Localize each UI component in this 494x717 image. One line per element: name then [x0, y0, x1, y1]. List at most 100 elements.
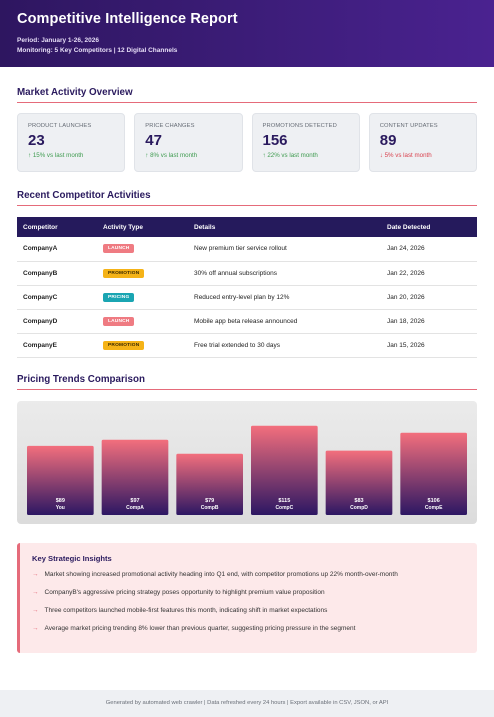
- arrow-right-icon: →: [32, 625, 39, 632]
- insight-item: → Market showing increased promotional ac…: [32, 571, 465, 589]
- table-row: CompanyC PRICING Reduced entry-level plan …: [17, 285, 477, 310]
- table-row: CompanyB PROMOTION 30% off annual subscrip…: [17, 261, 477, 286]
- kpi-card-price-changes: Price Changes 47 ↑ 8% vs last month: [134, 113, 243, 172]
- competitor-cell: CompanyD: [17, 309, 97, 334]
- kpi-change: ↓ 5% vs last month: [379, 152, 432, 159]
- activity-type-badge: LAUNCH: [103, 244, 135, 254]
- bar-value-label: $89: [56, 498, 65, 504]
- kpi-change: ↑ 22% vs last month: [262, 152, 318, 159]
- details-cell: Reduced entry-level plan by 12%: [188, 285, 381, 310]
- kpi-value: 89: [379, 132, 397, 149]
- insight-text: CompanyB's aggressive pricing strategy p…: [44, 589, 325, 596]
- activity-type-badge: PROMOTION: [103, 340, 145, 350]
- report-title: Competitive Intelligence Report: [17, 11, 238, 27]
- kpi-label: Promotions Detected: [262, 123, 337, 129]
- report-header: Competitive Intelligence Report Period: …: [0, 0, 494, 67]
- report-meta: Period: January 1-26, 2026 Monitoring: 5…: [17, 36, 477, 55]
- kpi-row: Product Launches 23 ↑ 15% vs last month …: [17, 113, 477, 172]
- activity-type-cell: LAUNCH: [97, 237, 188, 262]
- kpi-value: 23: [28, 132, 45, 149]
- insights-list: → Market showing increased promotional ac…: [32, 571, 465, 643]
- market-activity-title: Market Activity Overview: [17, 87, 133, 98]
- arrow-right-icon: →: [32, 589, 39, 596]
- kpi-card-product-launches: Product Launches 23 ↑ 15% vs last month: [17, 113, 126, 172]
- competitor-cell: CompanyA: [17, 237, 97, 262]
- pricing-trends-title: Pricing Trends Comparison: [17, 374, 145, 385]
- bar-value-label: $115: [278, 498, 290, 504]
- kpi-value: 156: [262, 132, 288, 149]
- date-cell: Jan 18, 2026: [381, 309, 477, 334]
- arrow-right-icon: →: [32, 571, 39, 578]
- kpi-label: Product Launches: [28, 123, 92, 129]
- competitor-cell: CompanyC: [17, 285, 97, 310]
- report-period: Period: January 1-26, 2026: [17, 37, 100, 44]
- date-cell: Jan 15, 2026: [381, 333, 477, 358]
- details-cell: Free trial extended to 30 days: [188, 333, 381, 358]
- kpi-value: 47: [145, 132, 162, 149]
- report-monitoring: Monitoring: 5 Key Competitors | 12 Digit…: [17, 46, 178, 54]
- recent-activities-title: Recent Competitor Activities: [17, 190, 151, 201]
- insight-item: → Three competitors launched mobile-first…: [32, 607, 465, 625]
- section-divider: [17, 205, 477, 206]
- column-header: Competitor: [17, 217, 97, 237]
- kpi-label: Price Changes: [145, 123, 195, 129]
- table-row: CompanyE PROMOTION Free trial extended to …: [17, 333, 477, 358]
- details-cell: 30% off annual subscriptions: [188, 261, 381, 286]
- activity-type-badge: PRICING: [103, 292, 135, 302]
- insight-text: Market showing increased promotional act…: [44, 571, 398, 578]
- activity-type-cell: PROMOTION: [97, 261, 188, 286]
- date-cell: Jan 24, 2026: [381, 237, 477, 262]
- insight-text: Average market pricing trending 8% lower…: [44, 625, 356, 632]
- bar-category-label: You: [56, 505, 65, 511]
- activity-type-cell: LAUNCH: [97, 309, 188, 334]
- insight-item: → Average market pricing trending 8% lowe…: [32, 625, 465, 643]
- details-cell: Mobile app beta release announced: [188, 309, 381, 334]
- kpi-card-promotions-detected: Promotions Detected 156 ↑ 22% vs last mo…: [251, 113, 360, 172]
- activity-type-badge: LAUNCH: [103, 316, 135, 326]
- bar-compe: [400, 432, 467, 515]
- date-cell: Jan 20, 2026: [381, 285, 477, 310]
- activity-type-badge: PROMOTION: [103, 268, 145, 278]
- column-header: Activity Type: [97, 217, 188, 237]
- activities-table: Competitor Activity Type Details Date De…: [17, 217, 477, 358]
- section-divider: [17, 102, 477, 103]
- kpi-card-content-updates: Content Updates 89 ↓ 5% vs last month: [368, 113, 477, 172]
- table-row: CompanyD LAUNCH Mobile app beta release an…: [17, 309, 477, 334]
- pricing-chart: $89 You $97 CompA $79 CompB $115 CompC $83 CompD $…: [17, 401, 477, 524]
- bar-value-label: $97: [130, 498, 139, 504]
- insight-item: → CompanyB's aggressive pricing strategy …: [32, 589, 465, 607]
- bar-compc: [251, 425, 318, 515]
- column-header: Date Detected: [381, 217, 477, 237]
- section-divider: [17, 389, 477, 390]
- table-row: CompanyA LAUNCH New premium tier service r…: [17, 237, 477, 262]
- bar-you: [27, 445, 94, 515]
- bar-value-label: $83: [354, 498, 363, 504]
- insights-title: Key Strategic Insights: [32, 554, 112, 563]
- bar-compd: [325, 450, 393, 515]
- activity-type-cell: PROMOTION: [97, 333, 188, 358]
- activity-type-cell: PRICING: [97, 285, 188, 310]
- competitor-cell: CompanyB: [17, 261, 97, 286]
- table-header-row: Competitor Activity Type Details Date De…: [17, 217, 477, 237]
- bar-value-label: $79: [205, 498, 214, 504]
- bar-compb: [176, 453, 243, 515]
- details-cell: New premium tier service rollout: [188, 237, 381, 262]
- bar-category-label: CompB: [201, 505, 219, 511]
- bar-compa: [101, 439, 169, 515]
- competitor-cell: CompanyE: [17, 333, 97, 358]
- insights-panel: Key Strategic Insights → Market showing i…: [17, 543, 477, 653]
- arrow-right-icon: →: [32, 607, 39, 614]
- bar-value-label: $106: [428, 498, 440, 504]
- date-cell: Jan 22, 2026: [381, 261, 477, 286]
- kpi-label: Content Updates: [379, 123, 438, 129]
- kpi-change: ↑ 15% vs last month: [28, 152, 84, 159]
- bar-category-label: CompA: [126, 505, 144, 511]
- column-header: Details: [188, 217, 381, 237]
- bar-category-label: CompD: [350, 505, 368, 511]
- kpi-change: ↑ 8% vs last month: [145, 152, 198, 159]
- bar-category-label: CompC: [275, 505, 293, 511]
- report-footer: Generated by automated web crawler | Dat…: [0, 690, 494, 717]
- bar-category-label: CompE: [425, 505, 443, 511]
- insight-text: Three competitors launched mobile-first …: [44, 607, 328, 614]
